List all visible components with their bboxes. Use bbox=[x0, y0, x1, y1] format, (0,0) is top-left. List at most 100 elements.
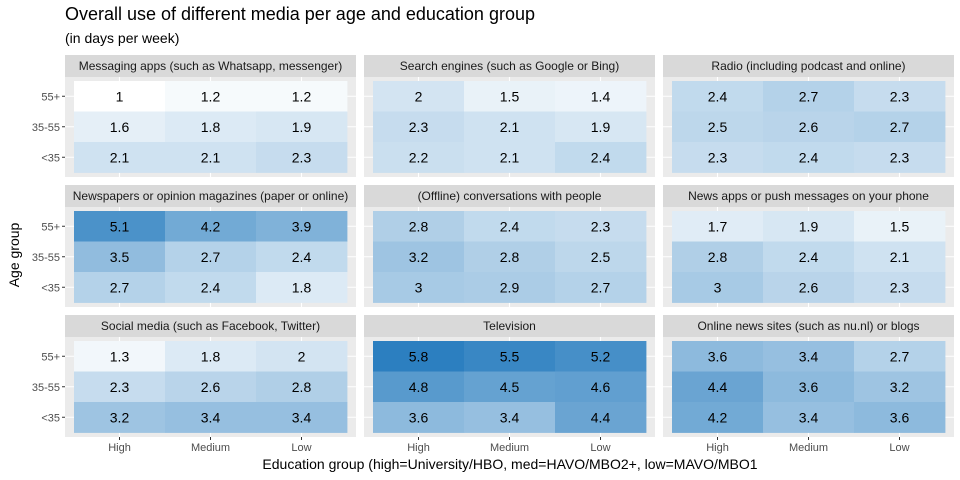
heatmap-tile bbox=[464, 81, 556, 112]
x-axis-label: Education group (high=University/HBO, me… bbox=[262, 456, 758, 472]
data-label: 2.5 bbox=[591, 249, 611, 265]
x-tick-label: Medium bbox=[789, 442, 828, 454]
data-label: 2.3 bbox=[110, 379, 130, 395]
x-tick-label: High bbox=[407, 442, 430, 454]
data-label: 1.8 bbox=[201, 348, 221, 364]
heatmap-tile bbox=[373, 211, 465, 242]
heatmap-tile bbox=[74, 142, 166, 173]
data-label: 5.1 bbox=[110, 218, 130, 234]
heatmap-tile bbox=[672, 402, 764, 433]
data-label: 2.8 bbox=[409, 218, 429, 234]
data-label: 3.4 bbox=[292, 409, 312, 425]
data-label: 2 bbox=[415, 88, 423, 104]
x-tick-label: Low bbox=[590, 442, 610, 454]
data-label: 2.3 bbox=[591, 218, 611, 234]
facet-strip bbox=[65, 185, 356, 207]
data-label: 5.8 bbox=[409, 348, 429, 364]
data-label: 2.8 bbox=[500, 249, 520, 265]
heatmap-tile bbox=[555, 402, 647, 433]
data-label: 3.6 bbox=[890, 409, 910, 425]
facet-strip-label: Search engines (such as Google or Bing) bbox=[400, 59, 619, 73]
data-label: 3 bbox=[415, 279, 423, 295]
facet-panel: Search engines (such as Google or Bing) 2… bbox=[364, 55, 655, 177]
data-label: 4.4 bbox=[708, 379, 728, 395]
heatmap-tile bbox=[373, 142, 465, 173]
y-tick-label: 35-55 bbox=[32, 252, 60, 264]
data-label: 1.5 bbox=[890, 218, 910, 234]
data-label: 3.4 bbox=[500, 409, 520, 425]
data-label: 2.1 bbox=[890, 249, 910, 265]
data-label: 2.3 bbox=[890, 279, 910, 295]
heatmap-tile bbox=[74, 272, 166, 303]
x-tick-label: High bbox=[706, 442, 729, 454]
data-label: 2.1 bbox=[500, 119, 520, 135]
data-label: 1.2 bbox=[292, 88, 312, 104]
heatmap-tile bbox=[373, 111, 465, 143]
heatmap-tile bbox=[555, 81, 647, 112]
data-label: 1.8 bbox=[292, 279, 312, 295]
data-label: 2.7 bbox=[201, 249, 221, 265]
heatmap-tile bbox=[256, 241, 348, 273]
heatmap-tile bbox=[763, 402, 855, 433]
heatmap-tile bbox=[854, 241, 946, 273]
heatmap-tile bbox=[373, 81, 465, 112]
heatmap-tile bbox=[256, 142, 348, 173]
data-label: 3.4 bbox=[799, 348, 819, 364]
heatmap-tile bbox=[854, 111, 946, 143]
data-label: 2.4 bbox=[292, 249, 312, 265]
heatmap-tile bbox=[256, 371, 348, 403]
data-label: 1.7 bbox=[708, 218, 728, 234]
facet-strip bbox=[364, 55, 655, 77]
y-tick-label: <35 bbox=[41, 152, 60, 164]
facet-panel: Social media (such as Facebook, Twitter)… bbox=[32, 315, 356, 454]
data-label: 2.3 bbox=[409, 119, 429, 135]
heatmap-tile bbox=[763, 272, 855, 303]
data-label: 1.2 bbox=[201, 88, 221, 104]
heatmap-tile bbox=[555, 241, 647, 273]
heatmap-tile bbox=[373, 272, 465, 303]
x-tick-label: Low bbox=[291, 442, 311, 454]
heatmap-tile bbox=[74, 81, 166, 112]
y-tick-label: 55+ bbox=[41, 221, 60, 233]
facet-strip bbox=[663, 55, 954, 77]
heatmap-tile bbox=[763, 81, 855, 112]
heatmap-tile bbox=[464, 111, 556, 143]
heatmap-tile bbox=[763, 371, 855, 403]
heatmap-tile bbox=[763, 241, 855, 273]
data-label: 2.4 bbox=[201, 279, 221, 295]
heatmap-tile bbox=[256, 402, 348, 433]
heatmap-tile bbox=[672, 371, 764, 403]
facet-strip-label: Television bbox=[483, 319, 536, 333]
y-tick-label: <35 bbox=[41, 282, 60, 294]
data-label: 2.4 bbox=[708, 88, 728, 104]
heatmap-tile bbox=[672, 341, 764, 372]
heatmap-tile bbox=[854, 211, 946, 242]
x-tick-label: Medium bbox=[490, 442, 529, 454]
data-label: 1.4 bbox=[591, 88, 611, 104]
y-tick-label: 35-55 bbox=[32, 382, 60, 394]
facet-panel: (Offline) conversations with people 2.8 2.… bbox=[364, 185, 655, 307]
facet-panel: News apps or push messages on your phone… bbox=[663, 185, 954, 307]
facet-strip bbox=[65, 55, 356, 77]
x-tick-label: High bbox=[108, 442, 131, 454]
data-label: 5.5 bbox=[500, 348, 520, 364]
data-label: 2.6 bbox=[201, 379, 221, 395]
data-label: 3.9 bbox=[292, 218, 312, 234]
heatmap-tile bbox=[165, 402, 257, 433]
heatmap-tile bbox=[763, 142, 855, 173]
data-label: 3.6 bbox=[799, 379, 819, 395]
heatmap-tile bbox=[74, 111, 166, 143]
chart-subtitle: (in days per week) bbox=[65, 30, 180, 46]
data-label: 4.4 bbox=[591, 409, 611, 425]
data-label: 1 bbox=[116, 88, 124, 104]
data-label: 2.3 bbox=[292, 149, 312, 165]
heatmap-tile bbox=[74, 341, 166, 372]
heatmap-tile bbox=[464, 241, 556, 273]
facet-strip bbox=[364, 315, 655, 337]
heatmap-tile bbox=[74, 241, 166, 273]
data-label: 2.7 bbox=[890, 348, 910, 364]
data-label: 4.2 bbox=[708, 409, 728, 425]
data-label: 2.9 bbox=[500, 279, 520, 295]
facet-panel: Radio (including podcast and online) 2.4 2… bbox=[663, 55, 954, 177]
data-label: 2.4 bbox=[799, 249, 819, 265]
